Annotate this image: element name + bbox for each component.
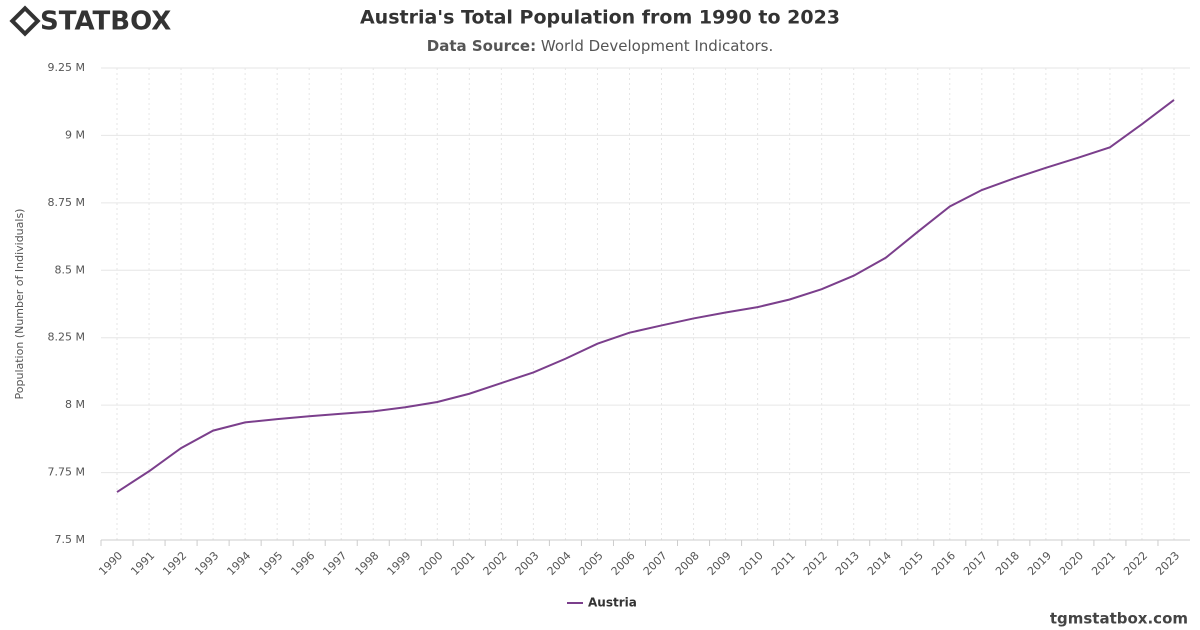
x-tick-label: 2007 bbox=[641, 549, 670, 578]
x-tick-label: 2015 bbox=[897, 549, 926, 578]
x-tick-label: 1994 bbox=[224, 549, 253, 578]
x-tick-label: 2000 bbox=[417, 549, 446, 578]
logo-text: STATBOX bbox=[40, 7, 171, 37]
y-tick-label: 8.75 M bbox=[48, 196, 85, 209]
footer: tgmstatbox.com bbox=[1050, 610, 1188, 628]
x-tick-label: 1997 bbox=[320, 549, 349, 578]
y-tick-label: 7.5 M bbox=[55, 533, 85, 546]
y-tick-label: 8.25 M bbox=[48, 331, 85, 344]
x-tick-label: 2006 bbox=[609, 549, 638, 578]
legend: Austria bbox=[567, 596, 637, 610]
legend-label: Austria bbox=[588, 596, 637, 610]
x-tick-label: 1990 bbox=[96, 549, 125, 578]
x-tick-label: 2022 bbox=[1121, 549, 1150, 578]
x-tick-label: 2011 bbox=[769, 549, 798, 578]
y-tick-label: 7.75 M bbox=[48, 466, 85, 479]
x-tick-label: 2017 bbox=[961, 549, 990, 578]
x-tick-label: 2001 bbox=[449, 549, 478, 578]
x-tick-label: 2010 bbox=[737, 549, 766, 578]
x-tick-label: 2014 bbox=[865, 549, 894, 578]
x-tick-label: 2023 bbox=[1153, 549, 1182, 578]
x-tick-label: 2005 bbox=[577, 549, 606, 578]
x-tick-label: 1999 bbox=[385, 549, 414, 578]
line bbox=[116, 99, 1175, 493]
chart-title: Austria's Total Population from 1990 to … bbox=[360, 7, 840, 29]
x-tick-label: 1995 bbox=[256, 549, 285, 578]
x-tick-label: 2009 bbox=[705, 549, 734, 578]
x-tick-label: 1993 bbox=[192, 549, 221, 578]
x-tick-label: 2020 bbox=[1057, 549, 1086, 578]
x-tick-label: 2016 bbox=[929, 549, 958, 578]
y-axis-label: Population (Number of Individuals) bbox=[13, 209, 26, 400]
y-tick-label: 8 M bbox=[65, 398, 85, 411]
x-tick-label: 2021 bbox=[1089, 549, 1118, 578]
x-tick-label: 1996 bbox=[288, 549, 317, 578]
x-tick-label: 2013 bbox=[833, 549, 862, 578]
x-tick-label: 2004 bbox=[545, 549, 574, 578]
x-tick-label: 2019 bbox=[1025, 549, 1054, 578]
y-tick-label: 8.5 M bbox=[55, 263, 85, 276]
logo-icon bbox=[9, 5, 41, 37]
x-tick-label: 2002 bbox=[481, 549, 510, 578]
y-tick-label: 9.25 M bbox=[48, 61, 85, 74]
x-tick-label: 2012 bbox=[801, 549, 830, 578]
subtitle-label: Data Source: bbox=[427, 37, 536, 55]
x-tick-label: 2018 bbox=[993, 549, 1022, 578]
x-tick-label: 1998 bbox=[353, 549, 382, 578]
y-tick-label: 9 M bbox=[65, 128, 85, 141]
subtitle-text: World Development Indicators. bbox=[541, 37, 773, 55]
x-tick-label: 1992 bbox=[160, 549, 189, 578]
x-tick-label: 1991 bbox=[128, 549, 157, 578]
logo: STATBOX bbox=[9, 5, 171, 37]
chart-subtitle: Data Source: World Development Indicator… bbox=[427, 37, 774, 55]
x-tick-label: 2008 bbox=[673, 549, 702, 578]
x-tick-label: 2003 bbox=[513, 549, 542, 578]
